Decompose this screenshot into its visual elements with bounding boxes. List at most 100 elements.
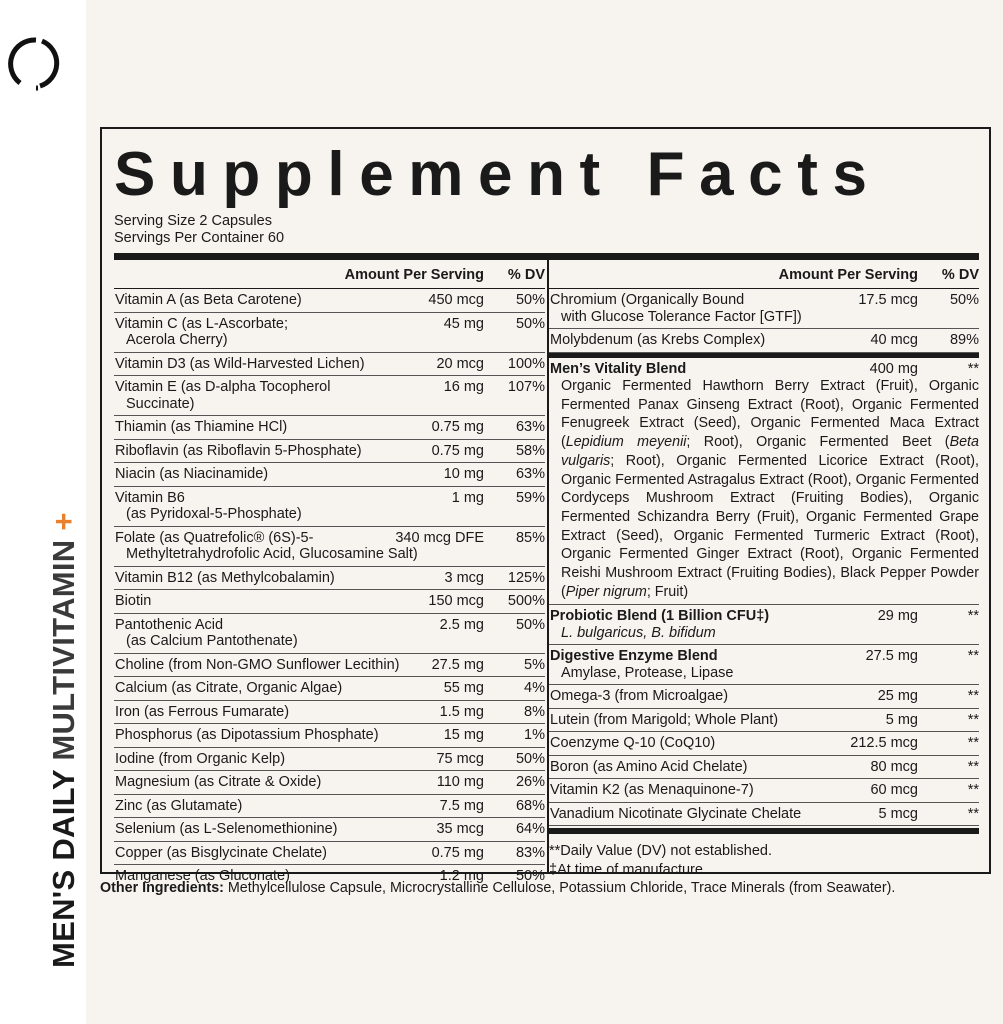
- daily-value: **: [967, 735, 979, 752]
- daily-value: **: [967, 648, 979, 665]
- amount: 0.75 mg: [431, 419, 484, 435]
- amount: 212.5 mcg: [850, 735, 918, 752]
- product-name-part1: MEN'S DAILY: [46, 760, 81, 968]
- column-header: Amount Per Serving % DV: [549, 260, 979, 289]
- supplement-facts-panel: Supplement Facts Serving Size 2 Capsules…: [100, 127, 991, 884]
- nutrient-name: Vitamin B12 (as Methylcobalamin): [115, 569, 335, 586]
- nutrient-name: Lutein (from Marigold; Whole Plant): [550, 711, 779, 728]
- daily-value: 50%: [515, 616, 545, 633]
- nutrient-name-detail: Acerola Cherry): [126, 332, 228, 348]
- nutrient-name-detail: (as Pyridoxal-5-Phosphate): [126, 506, 302, 522]
- nutrient-row: Choline (from Non-GMO Sunflower Lecithin…: [114, 654, 545, 677]
- blend-segment: Beta vulgaris: [561, 434, 979, 469]
- nutrient-name: Vitamin K2 (as Menaquinone-7): [550, 782, 754, 799]
- amount: 400 mg: [869, 360, 918, 377]
- nutrient-row: Niacin (as Niacinamide) 10 mg 63%: [114, 463, 545, 487]
- panel-title: Supplement Facts: [114, 140, 882, 209]
- other-ingredients: Other Ingredients: Methylcellulose Capsu…: [100, 880, 895, 896]
- daily-value: 500%: [507, 593, 545, 609]
- amount: 5 mg: [885, 711, 918, 728]
- amount: 5 mcg: [878, 805, 919, 822]
- nutrient-name-detail: L. bulgaricus, B. bifidum: [561, 624, 716, 641]
- nutrient-name: Omega-3 (from Microalgae): [550, 688, 729, 705]
- dv-header: % DV: [941, 267, 979, 283]
- nutrient-name: Digestive Enzyme Blend: [550, 648, 718, 665]
- nutrient-name: Thiamin (as Thiamine HCl): [115, 419, 288, 435]
- daily-value: **: [967, 360, 979, 377]
- amount: 45 mg: [443, 315, 484, 332]
- daily-value: 85%: [515, 529, 545, 546]
- nutrient-name-detail: with Glucose Tolerance Factor [GTF]): [561, 308, 802, 325]
- nutrient-row: Vitamin E (as D-alpha Tocopherol Succinat…: [114, 376, 545, 416]
- nutrient-row: Selenium (as L-Selenomethionine) 35 mcg 64…: [114, 818, 545, 842]
- nutrient-row: Iron (as Ferrous Fumarate) 1.5 mg 8%: [114, 701, 545, 724]
- nutrient-row: Vitamin B12 (as Methylcobalamin) 3 mcg 125…: [114, 567, 545, 590]
- blend-segment: Piper nigrum: [565, 583, 647, 600]
- amount: 1.2 mg: [439, 868, 484, 884]
- nutrient-row: Vanadium Nicotinate Glycinate Chelate 5 m…: [549, 803, 979, 827]
- nutrient-row: Pantothenic Acid (as Calcium Pantothenate…: [114, 614, 545, 654]
- amount: 3 mcg: [444, 569, 485, 586]
- footnote: **Daily Value (DV) not established.: [549, 843, 772, 860]
- blend-segment: ; Root), Organic Fermented Beet (: [686, 434, 950, 451]
- daily-value: 4%: [524, 680, 545, 696]
- daily-value: 107%: [507, 379, 545, 395]
- daily-value: **: [967, 782, 979, 799]
- daily-value: **: [967, 758, 979, 775]
- plus-icon: +: [46, 512, 81, 531]
- nutrient-row: Molybdenum (as Krebs Complex) 40 mcg 89%: [549, 329, 979, 353]
- amount-header: Amount Per Serving: [778, 267, 918, 283]
- nutrient-name: Vitamin E (as D-alpha Tocopherol: [115, 379, 331, 395]
- nutrient-name: Probiotic Blend (1 Billion CFU‡): [550, 608, 770, 625]
- serving-size: Serving Size 2 Capsules: [114, 213, 272, 229]
- nutrient-row: Vitamin D3 (as Wild-Harvested Lichen) 20 …: [114, 353, 545, 376]
- ring-logo-icon: [8, 37, 60, 91]
- amount: 16 mg: [443, 379, 484, 395]
- footnotes: **Daily Value (DV) not established. ‡At …: [549, 828, 979, 880]
- nutrient-name-detail: (as Calcium Pantothenate): [126, 633, 298, 649]
- blend-segment: Lepidium meyenii: [565, 434, 687, 451]
- amount: 55 mg: [443, 680, 484, 696]
- other-ingredients-label: Other Ingredients:: [100, 880, 224, 896]
- brand-strip: MEN'S DAILY MULTIVITAMIN +: [0, 0, 86, 1024]
- daily-value: **: [967, 608, 979, 625]
- nutrient-name: Manganese (as Gluconate): [115, 868, 290, 884]
- product-name-vertical: MEN'S DAILY MULTIVITAMIN +: [46, 512, 82, 968]
- daily-value: 5%: [524, 656, 545, 673]
- amount: 0.75 mg: [431, 844, 484, 861]
- amount: 60 mcg: [870, 782, 918, 799]
- nutrient-name: Magnesium (as Citrate & Oxide): [115, 774, 322, 790]
- nutrient-row: Vitamin C (as L-Ascorbate; Acerola Cherry…: [114, 313, 545, 353]
- nutrient-row: Zinc (as Glutamate) 7.5 mg 68%: [114, 795, 545, 818]
- left-column: Amount Per Serving % DV Vitamin A (as Be…: [114, 260, 545, 888]
- nutrient-name: Vitamin C (as L-Ascorbate;: [115, 315, 288, 332]
- amount: 150 mcg: [428, 593, 484, 609]
- nutrient-name: Choline (from Non-GMO Sunflower Lecithin…: [115, 656, 400, 673]
- blend-segment: ; Fruit): [646, 583, 689, 600]
- nutrient-name: Men’s Vitality Blend: [550, 360, 687, 377]
- amount: 29 mg: [877, 608, 918, 625]
- blend-ingredients: Organic Fermented Hawthorn Berry Extract…: [550, 377, 979, 601]
- nutrient-name-detail: Succinate): [126, 395, 195, 412]
- nutrient-row: Boron (as Amino Acid Chelate) 80 mcg **: [549, 756, 979, 780]
- nutrient-name: Iodine (from Organic Kelp): [115, 750, 286, 767]
- amount: 35 mcg: [436, 821, 484, 837]
- column-header: Amount Per Serving % DV: [114, 260, 545, 289]
- amount: 25 mg: [877, 688, 918, 705]
- nutrient-row: Copper (as Bisglycinate Chelate) 0.75 mg 8…: [114, 842, 545, 865]
- nutrient-name: Biotin: [115, 593, 152, 609]
- daily-value: 63%: [515, 466, 545, 482]
- other-ingredients-text: Methylcellulose Capsule, Microcrystallin…: [223, 880, 896, 896]
- nutrient-row: Vitamin K2 (as Menaquinone-7) 60 mcg **: [549, 779, 979, 803]
- amount: 0.75 mg: [431, 442, 484, 459]
- divider-bar: [114, 253, 979, 260]
- nutrient-name: Vitamin B6: [115, 489, 185, 506]
- amount: 10 mg: [443, 466, 484, 482]
- daily-value: **: [967, 711, 979, 728]
- nutrient-name: Vitamin D3 (as Wild-Harvested Lichen): [115, 355, 365, 372]
- amount: 17.5 mcg: [858, 292, 918, 308]
- nutrient-name: Selenium (as L-Selenomethionine): [115, 821, 338, 837]
- amount: 110 mg: [436, 774, 484, 790]
- nutrient-row: Thiamin (as Thiamine HCl) 0.75 mg 63%: [114, 416, 545, 440]
- daily-value: 50%: [515, 750, 545, 767]
